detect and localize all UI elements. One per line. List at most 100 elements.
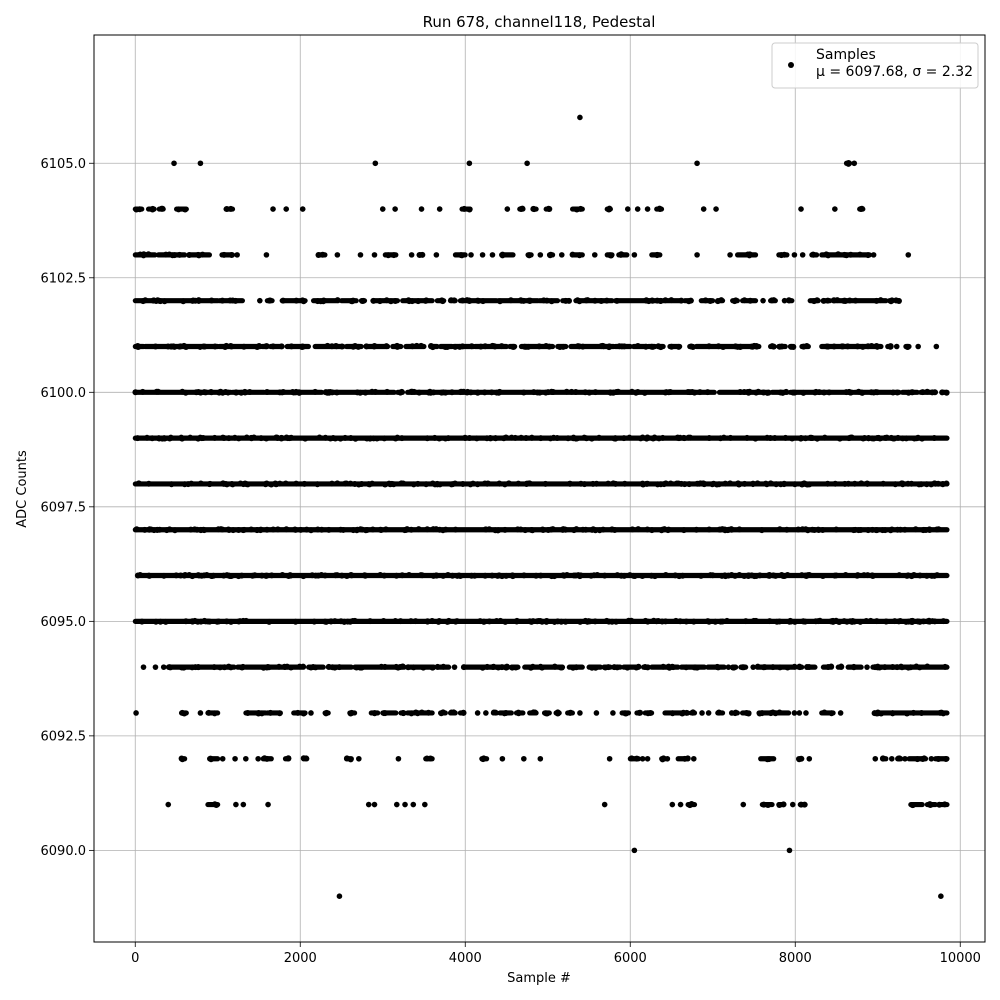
data-point: [394, 342, 401, 349]
data-point: [758, 527, 765, 534]
data-point: [365, 801, 372, 808]
x-axis: 0 2000 4000 6000 8000 10000: [131, 942, 981, 966]
data-point: [698, 572, 705, 579]
data-point: [596, 527, 603, 534]
data-point: [433, 252, 440, 258]
data-point: [750, 664, 756, 670]
data-point: [609, 526, 616, 533]
data-point: [414, 480, 421, 487]
data-point: [263, 435, 270, 442]
data-point: [134, 435, 141, 442]
data-point: [741, 480, 748, 487]
data-point: [518, 297, 525, 304]
data-point: [474, 710, 481, 716]
data-point: [846, 297, 853, 304]
data-point: [268, 481, 275, 488]
data-point: [765, 756, 772, 763]
data-point: [479, 664, 486, 671]
data-point: [588, 435, 595, 442]
data-point: [460, 388, 467, 395]
data-point: [648, 343, 655, 350]
data-point: [798, 206, 804, 212]
data-point: [896, 572, 903, 579]
data-point: [221, 251, 228, 258]
data-point: [400, 710, 407, 717]
data-point: [225, 435, 232, 442]
data-point: [797, 435, 804, 442]
data-point: [394, 434, 401, 441]
data-point: [288, 343, 295, 350]
data-point: [219, 297, 226, 304]
data-point: [208, 389, 215, 396]
data-point: [525, 252, 532, 259]
data-point: [197, 710, 204, 716]
data-point: [195, 664, 202, 671]
data-point: [639, 572, 646, 579]
data-point: [791, 252, 798, 258]
data-point: [223, 342, 230, 349]
data-point: [342, 434, 349, 441]
data-point: [297, 526, 304, 533]
data-point: [839, 343, 846, 350]
data-point: [427, 755, 434, 762]
data-point: [776, 664, 783, 671]
data-point: [645, 710, 652, 717]
data-point: [680, 527, 687, 534]
data-point: [520, 389, 527, 396]
data-point: [905, 480, 912, 487]
data-point: [887, 527, 894, 534]
data-point: [621, 572, 628, 579]
data-point: [318, 572, 325, 579]
data-point: [891, 618, 898, 625]
data-point: [876, 435, 883, 442]
data-point: [889, 664, 896, 671]
data-point: [760, 297, 766, 304]
data-point: [772, 572, 779, 579]
data-point: [171, 252, 178, 259]
data-point: [371, 710, 378, 717]
data-point: [420, 664, 427, 671]
data-point: [481, 618, 488, 625]
data-point: [910, 709, 917, 716]
data-point: [479, 252, 486, 258]
data-point: [228, 252, 235, 259]
data-point: [227, 342, 234, 349]
data-point: [591, 572, 598, 579]
data-point: [232, 755, 238, 762]
data-point: [814, 435, 821, 442]
data-point: [418, 709, 425, 716]
data-point: [681, 481, 688, 488]
data-point: [481, 389, 488, 396]
data-point: [160, 664, 167, 670]
data-point: [572, 435, 579, 442]
data-point: [179, 435, 186, 442]
data-point: [381, 663, 388, 670]
data-point: [162, 618, 169, 625]
data-point: [744, 572, 751, 579]
data-point: [720, 434, 727, 441]
data-point: [227, 205, 234, 212]
data-point: [567, 709, 574, 716]
data-point: [283, 206, 290, 212]
data-point: [593, 480, 600, 487]
data-point: [933, 343, 940, 350]
data-point: [477, 343, 484, 350]
data-point: [429, 344, 436, 351]
data-point: [294, 709, 301, 716]
data-point: [841, 480, 848, 487]
data-point: [215, 618, 222, 625]
data-point: [736, 481, 743, 488]
data-point: [146, 526, 153, 533]
data-point: [285, 573, 292, 580]
data-point: [607, 252, 614, 259]
data-point: [821, 709, 828, 716]
data-point: [909, 802, 916, 809]
data-point: [561, 572, 568, 579]
data-point: [651, 573, 658, 580]
data-point: [207, 755, 214, 762]
data-point: [399, 663, 406, 670]
data-point: [657, 344, 664, 351]
data-point: [819, 526, 826, 533]
data-point: [662, 572, 669, 579]
data-point: [654, 297, 661, 304]
